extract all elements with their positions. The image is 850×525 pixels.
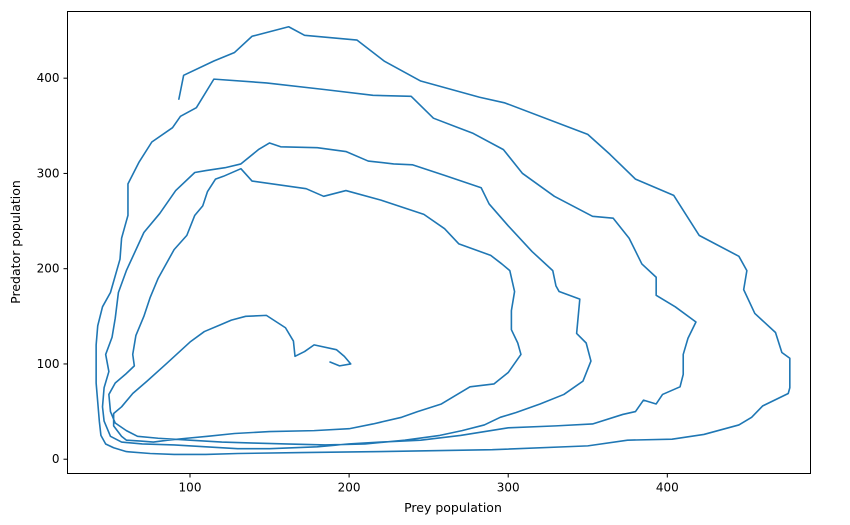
x-axis-label: Prey population (404, 500, 502, 515)
y-tick-label: 300 (37, 166, 60, 180)
y-axis-label: Predator population (8, 180, 23, 304)
y-tick-label: 0 (52, 452, 60, 466)
y-axis: 0 100 200 300 400 (37, 71, 68, 466)
y-tick-label: 200 (37, 262, 60, 276)
y-tick-label: 400 (37, 71, 60, 85)
plot-frame (67, 11, 811, 474)
series-layer (95, 25, 791, 456)
x-axis: 100 200 300 400 (179, 473, 679, 495)
x-tick-label: 100 (179, 481, 202, 495)
x-tick-label: 400 (656, 481, 679, 495)
series-line (95, 25, 791, 456)
y-tick-label: 100 (37, 357, 60, 371)
x-tick-label: 200 (338, 481, 361, 495)
x-tick-label: 300 (497, 481, 520, 495)
